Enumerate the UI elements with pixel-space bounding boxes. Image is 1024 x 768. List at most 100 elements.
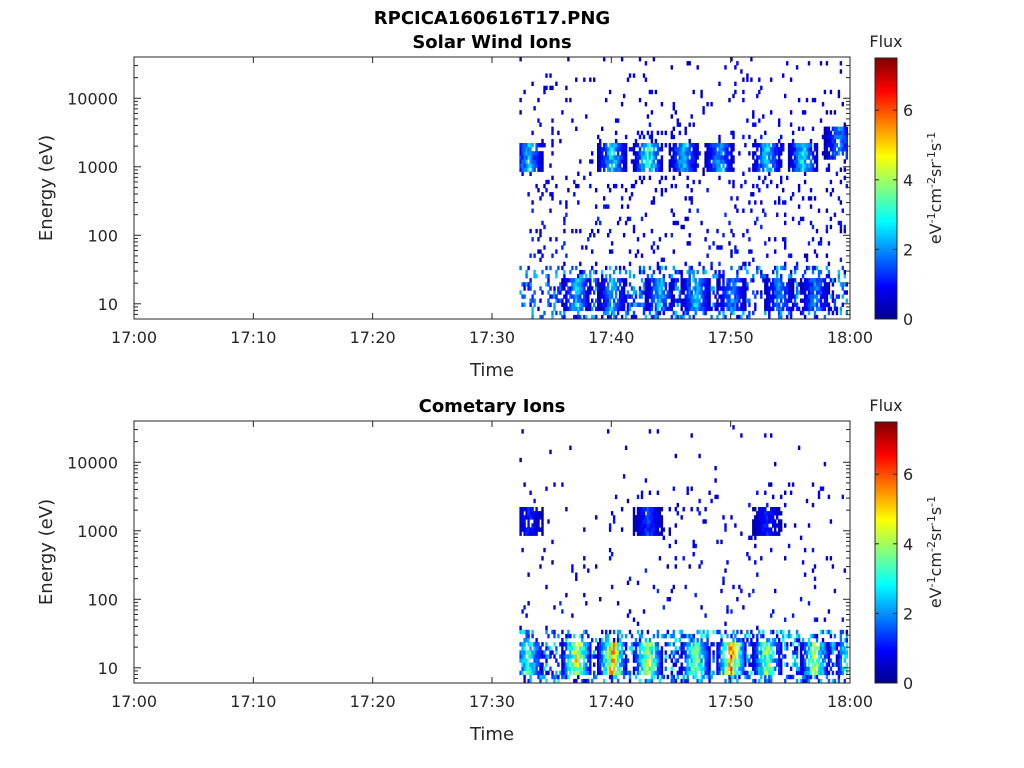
heatmap-cell [533, 658, 536, 663]
heatmap-cell [770, 678, 773, 684]
heatmap-cell [549, 208, 552, 213]
heatmap-cell [521, 167, 524, 172]
heatmap-cell [813, 196, 817, 201]
heatmap-cell [708, 245, 711, 250]
heatmap-cell [742, 97, 745, 103]
heatmap-cell [803, 294, 807, 299]
heatmap-cell [778, 196, 781, 201]
heatmap-cell [787, 543, 791, 549]
heatmap-cell [841, 642, 844, 647]
heatmap-cell [776, 278, 779, 283]
heatmap-cell [732, 650, 735, 655]
heatmap-cell [784, 523, 787, 528]
heatmap-cell [688, 143, 691, 148]
heatmap-cell [797, 445, 801, 450]
heatmap-cell [674, 147, 677, 152]
heatmap-cell [646, 507, 650, 512]
heatmap-cell [706, 151, 709, 156]
heatmap-cell [644, 290, 648, 295]
heatmap-cell [797, 126, 801, 131]
heatmap-cell [714, 466, 717, 471]
heatmap-cell [630, 302, 634, 307]
heatmap-cell [732, 666, 735, 671]
heatmap-cell [746, 654, 749, 659]
heatmap-cell [811, 642, 815, 647]
heatmap-cell [622, 670, 626, 676]
heatmap-cell [620, 286, 624, 291]
heatmap-cell [535, 670, 538, 676]
heatmap-cell [776, 294, 779, 299]
heatmap-cell [610, 282, 614, 287]
heatmap-cell [656, 429, 660, 434]
heatmap-cell [640, 253, 644, 258]
heatmap-cell [642, 670, 646, 676]
heatmap-cell [597, 662, 600, 667]
heatmap-cell [591, 249, 594, 254]
heatmap-cell [704, 151, 707, 156]
heatmap-cell [780, 523, 783, 528]
heatmap-cell [821, 302, 825, 307]
heatmap-cell [724, 155, 727, 160]
heatmap-cell [660, 306, 664, 312]
heatmap-cell [601, 650, 604, 655]
heatmap-cell [607, 633, 610, 639]
heatmap-cell [825, 167, 829, 172]
heatmap-cell [726, 294, 729, 299]
heatmap-cell [732, 306, 735, 312]
heatmap-cell [720, 633, 723, 639]
heatmap-cell [734, 302, 737, 307]
heatmap-cell [607, 650, 610, 655]
heatmap-cell [716, 159, 719, 164]
colorbar-tick-label: 2 [903, 240, 913, 259]
heatmap-cell [758, 629, 761, 635]
heatmap-cell [690, 650, 693, 655]
heatmap-cell [724, 159, 727, 164]
heatmap-cell [587, 294, 590, 299]
heatmap-cell [684, 130, 687, 136]
heatmap-cell [616, 278, 620, 283]
heatmap-cell [676, 674, 679, 680]
heatmap-cell [817, 662, 821, 667]
heatmap-cell [825, 110, 829, 115]
heatmap-cell [696, 155, 699, 160]
heatmap-cell [654, 155, 658, 160]
heatmap-cell [648, 666, 652, 671]
heatmap-cell [825, 155, 829, 160]
heatmap-cell [795, 650, 799, 655]
heatmap-cell [778, 310, 781, 316]
heatmap-cell [527, 642, 530, 647]
heatmap-cell [700, 290, 703, 295]
heatmap-cell [791, 286, 795, 291]
heatmap-cell [823, 138, 827, 144]
heatmap-cell [642, 666, 646, 671]
heatmap-cell [644, 306, 648, 312]
heatmap-cell [620, 102, 624, 107]
heatmap-cell [837, 269, 841, 275]
heatmap-cell [660, 282, 664, 287]
heatmap-cell [537, 646, 540, 651]
heatmap-cell [819, 298, 823, 303]
heatmap-cell [774, 294, 777, 299]
heatmap-cell [706, 228, 709, 234]
heatmap-cell [809, 290, 813, 295]
heatmap-cell [728, 294, 731, 299]
heatmap-cell [539, 646, 542, 651]
heatmap-cell [684, 151, 687, 156]
heatmap-cell [766, 519, 769, 524]
heatmap-cell [575, 228, 578, 234]
heatmap-cell [581, 269, 584, 275]
heatmap-cell [706, 646, 709, 651]
heatmap-cell [696, 143, 699, 148]
heatmap-cell [541, 159, 544, 164]
heatmap-cell [650, 228, 654, 234]
heatmap-cell [756, 650, 759, 655]
heatmap-cell [672, 159, 675, 164]
heatmap-cell [658, 515, 662, 520]
heatmap-cell [541, 151, 544, 156]
heatmap-cell [811, 294, 815, 299]
heatmap-cell [577, 650, 580, 655]
heatmap-cell [690, 163, 693, 168]
heatmap-cell [644, 678, 648, 684]
heatmap-cell [811, 302, 815, 307]
heatmap-cell [833, 147, 837, 152]
